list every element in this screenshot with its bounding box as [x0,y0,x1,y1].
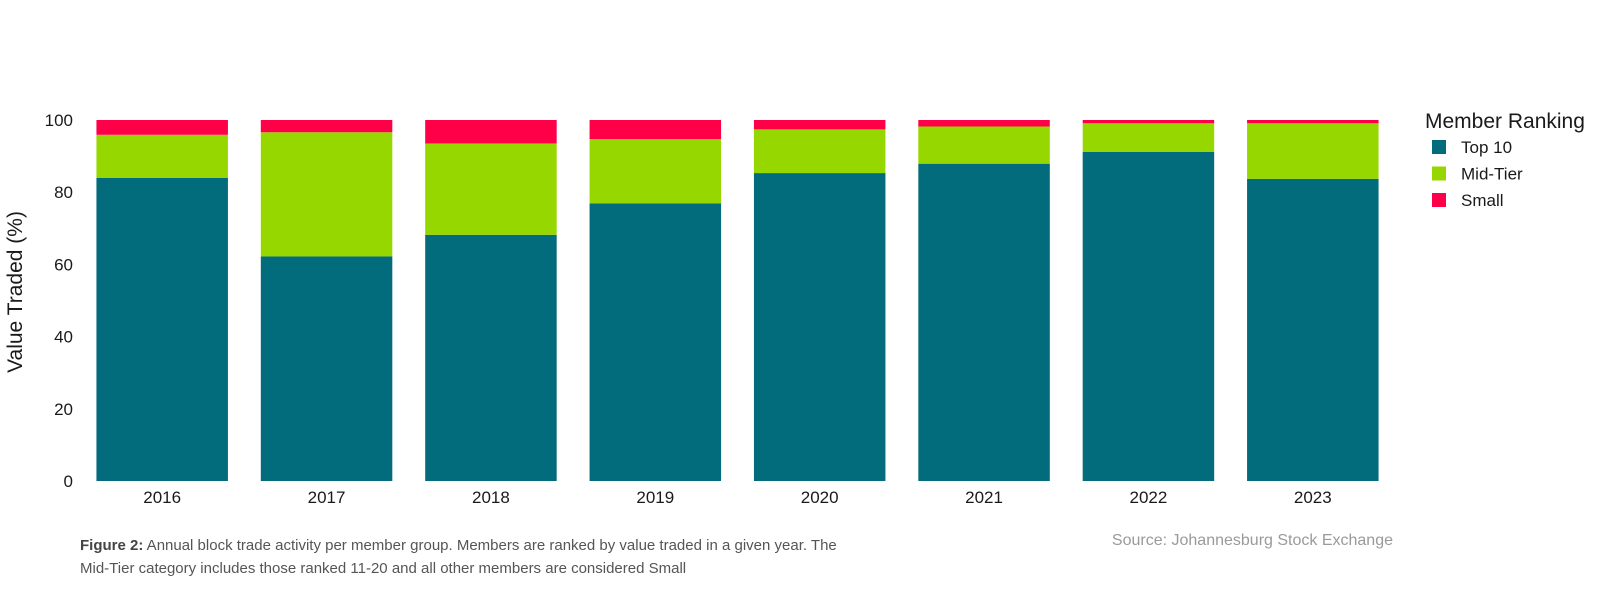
bar-top-10-2017 [260,256,393,481]
bar-mid-tier-2018 [425,143,557,235]
bar-top-10-2021 [918,163,1050,481]
x-tick-label: 2022 [1130,488,1168,507]
bar-small-2022 [1082,120,1215,124]
bar-top-10-2022 [1082,151,1215,481]
bar-mid-tier-2019 [589,139,722,204]
legend-label: Top 10 [1461,138,1512,157]
figure-caption: Figure 2: Annual block trade activity pe… [80,534,840,580]
bar-small-2023 [1247,120,1379,124]
bar-small-2016 [96,120,228,135]
bar-mid-tier-2017 [260,132,393,257]
y-tick-label: 40 [54,328,73,347]
x-tick-label: 2016 [143,488,181,507]
x-tick-label: 2018 [472,488,510,507]
bar-mid-tier-2016 [96,134,228,178]
caption-label: Figure 2: [80,537,144,554]
bar-mid-tier-2021 [918,126,1050,164]
y-tick-label: 0 [64,472,73,491]
bar-small-2021 [918,120,1050,127]
y-tick-label: 60 [54,255,73,274]
legend-swatch [1432,140,1446,154]
legend-swatch [1432,166,1446,181]
bar-small-2018 [425,120,557,144]
legend: Member Ranking Top 10 Mid-Tier Small [1425,110,1585,210]
caption-text: Annual block trade activity per member g… [80,537,837,577]
bar-mid-tier-2020 [753,129,886,174]
bar-top-10-2020 [753,173,886,481]
x-tick-label: 2017 [308,488,346,507]
x-axis-ticks: 2016 2017 2018 2019 2020 2021 2022 2023 [143,488,1331,507]
source-note: Source: Johannesburg Stock Exchange [1111,532,1393,549]
y-tick-label: 20 [54,400,73,419]
x-tick-label: 2021 [965,488,1003,507]
bar-small-2020 [753,120,886,130]
bar-mid-tier-2022 [1082,123,1215,152]
x-tick-label: 2023 [1294,488,1332,507]
y-axis-label: Value Traded (%) [4,211,27,373]
legend-title: Member Ranking [1425,110,1585,133]
x-tick-label: 2020 [801,488,839,507]
x-tick-label: 2019 [636,488,674,507]
y-axis-ticks: 0 20 40 60 80 100 [45,111,73,491]
bar-mid-tier-2023 [1247,123,1379,179]
bar-top-10-2016 [96,177,228,481]
legend-label: Small [1461,191,1504,210]
bars [96,120,1379,482]
bar-small-2019 [589,120,722,140]
y-tick-label: 80 [54,183,73,202]
bar-top-10-2023 [1247,178,1379,481]
y-tick-label: 100 [45,111,73,130]
bar-small-2017 [260,120,393,133]
legend-label: Mid-Tier [1461,165,1523,184]
bar-top-10-2019 [589,203,722,482]
legend-swatch [1432,193,1446,207]
bar-top-10-2018 [425,234,557,481]
